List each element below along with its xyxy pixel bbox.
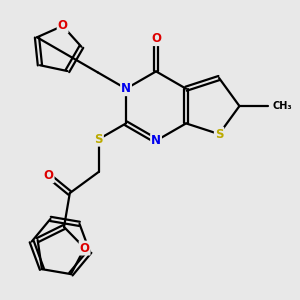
Text: O: O bbox=[58, 20, 68, 32]
Text: S: S bbox=[94, 133, 103, 146]
Text: O: O bbox=[80, 242, 90, 254]
Text: S: S bbox=[215, 128, 223, 141]
Text: O: O bbox=[151, 32, 161, 45]
Text: CH₃: CH₃ bbox=[273, 101, 292, 111]
Text: N: N bbox=[121, 82, 131, 95]
Text: O: O bbox=[44, 169, 54, 182]
Text: N: N bbox=[151, 134, 161, 147]
